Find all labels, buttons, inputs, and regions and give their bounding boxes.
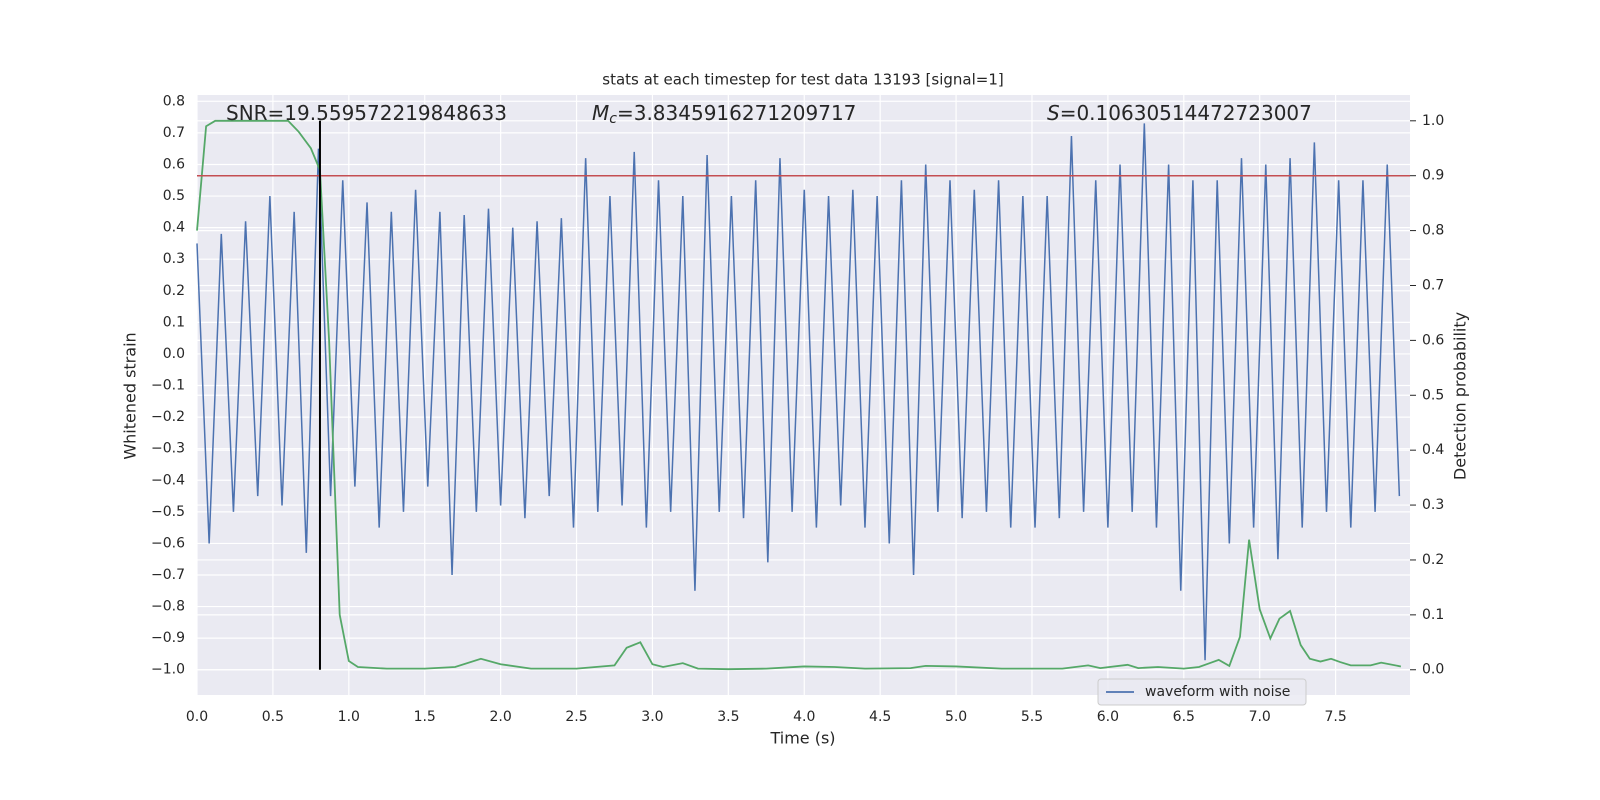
x-tick-label: 6.5 [1173,709,1195,725]
x-tick-label: 1.0 [338,709,360,725]
y-tick-label: −1.0 [151,662,185,678]
y2-tick-label: 0.1 [1422,607,1444,623]
annotation-symbol: M [592,101,609,125]
y-tick-label: 0.7 [163,125,185,141]
y-tick-label: −0.3 [151,441,185,457]
y-tick-label: 0.4 [163,220,185,236]
x-tick-label: 2.0 [489,709,511,725]
marks [196,119,1410,671]
x-tick-label: 3.0 [641,709,663,725]
x-tick-label: 5.5 [1021,709,1043,725]
y-tick-label: 0.1 [163,314,185,330]
y-tick-label: −0.6 [151,535,185,551]
y-tick-label: −0.2 [151,409,185,425]
y-tick-label: 0.3 [163,251,185,267]
y-tick-label: −0.1 [151,378,185,394]
legend-label: waveform with noise [1145,684,1290,700]
x-axis-label: Time (s) [769,729,835,748]
y-tick-label: 0.5 [163,188,185,204]
annotation-symbol: S [1047,101,1060,125]
y-tick-label: −0.5 [151,504,185,520]
y-tick-label: −0.8 [151,599,185,615]
annotation: SNR=19.559572219848633 [226,101,507,125]
annotation: S=0.10630514472723007 [1047,101,1312,125]
x-tick-label: 6.0 [1097,709,1119,725]
legend: waveform with noise [1097,678,1307,706]
x-tick-label: 1.5 [414,709,436,725]
legend-box [1097,678,1307,706]
y2-tick-label: 0.7 [1422,277,1444,293]
x-tick-label: 7.5 [1324,709,1346,725]
y2-tick-label: 0.8 [1422,223,1444,239]
y2-axis-label: Detection probability [1451,312,1470,480]
y-tick-label: 0.0 [163,346,185,362]
y2-tick-label: 0.0 [1422,662,1444,678]
x-tick-label: 4.5 [869,709,891,725]
y-tick-label: 0.6 [163,156,185,172]
y-tick-label: 0.8 [163,93,185,109]
annotation-text: SNR=19.559572219848633 [226,101,507,125]
y2-tick-label: 1.0 [1422,113,1444,129]
annotation-text: =0.10630514472723007 [1060,101,1312,125]
probability-line [196,119,1402,671]
waveform-line [196,123,1401,661]
y2-tick-label: 0.9 [1422,168,1444,184]
y2-tick-label: 0.5 [1422,387,1444,403]
x-tick-label: 4.0 [793,709,815,725]
y2-tick-label: 0.3 [1422,497,1444,513]
y2-tick-label: 0.4 [1422,442,1444,458]
x-tick-label: 2.5 [565,709,587,725]
y-tick-label: −0.9 [151,630,185,646]
x-tick-label: 5.0 [945,709,967,725]
annotation: Mc=3.8345916271209717 [592,101,856,128]
y-tick-label: 0.2 [163,283,185,299]
y-tick-label: −0.7 [151,567,185,583]
x-tick-label: 3.5 [717,709,739,725]
chart-title: stats at each timestep for test data 131… [602,71,1003,89]
y2-tick-label: 0.6 [1422,332,1444,348]
x-tick-label: 7.0 [1249,709,1271,725]
annotation-subscript: c [609,111,617,127]
y2-tick-label: 0.2 [1422,552,1444,568]
y-axis-label: Whitened strain [121,332,140,459]
annotation-text: =3.8345916271209717 [617,101,856,125]
labels: 0.0 0.5 1.0 1.5 2.0 2.5 3.0 3.5 4.0 4.5 5.0 5.5 6.0 6… [151,93,1444,725]
y-tick-label: −0.4 [151,472,185,488]
x-tick-label: 0.5 [262,709,284,725]
x-tick-label: 0.0 [186,709,208,725]
